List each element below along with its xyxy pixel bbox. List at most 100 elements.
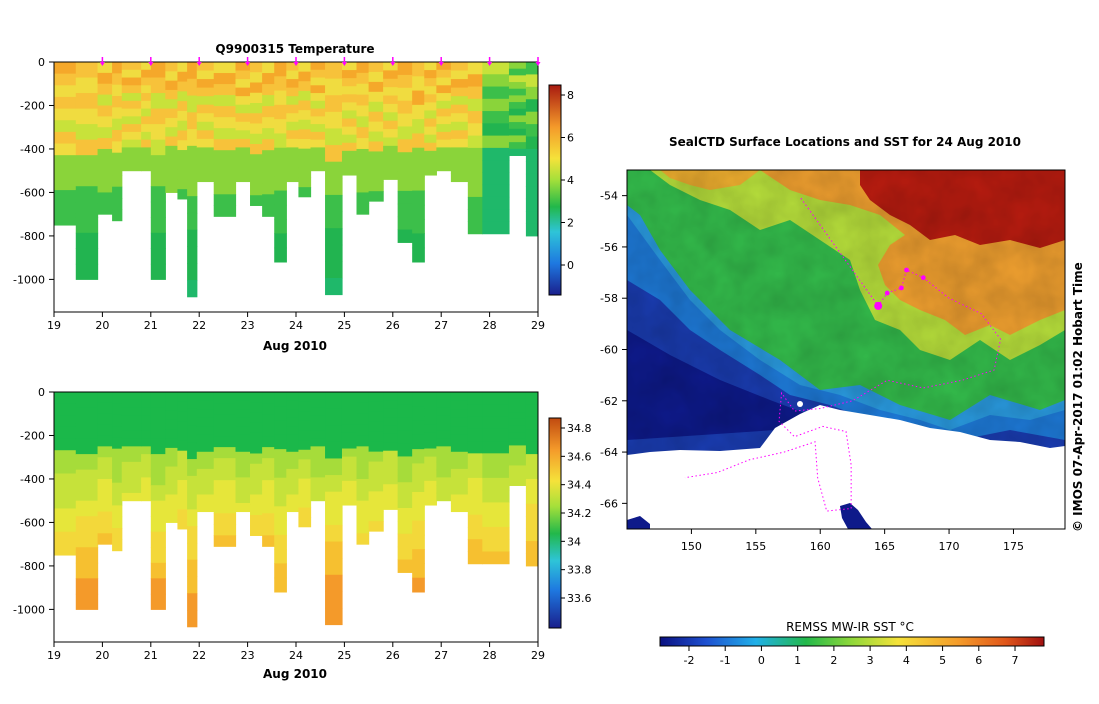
profile-cell <box>310 124 326 133</box>
profile-cell <box>250 453 263 465</box>
profile-cell <box>54 473 77 486</box>
profile-cell <box>112 494 123 506</box>
profile-cell <box>150 547 166 564</box>
profile-cell <box>467 221 483 235</box>
profile-cell <box>235 392 251 402</box>
profile-cell <box>310 62 326 71</box>
profile-cell <box>250 422 263 434</box>
profile-cell <box>424 134 437 144</box>
profile-cell <box>54 485 77 498</box>
profile-cell <box>482 526 510 540</box>
profile-cell <box>436 485 452 494</box>
profile-cell <box>165 117 179 128</box>
profile-cell <box>54 450 77 463</box>
profile-cell <box>112 62 123 74</box>
profile-cell <box>262 502 275 514</box>
profile-cell <box>141 139 152 148</box>
profile-cell <box>436 423 452 432</box>
profile-cell <box>310 108 326 117</box>
profile-cell <box>412 549 425 564</box>
temperature-x-axis: 19 20 21 22 23 24 25 26 27 28 29 <box>47 312 545 332</box>
profile-cell <box>298 139 312 150</box>
profile-cell <box>165 457 179 468</box>
profile-cell <box>356 203 370 215</box>
profile-cell <box>412 204 425 220</box>
profile-cell <box>383 78 399 88</box>
profile-cell <box>397 507 413 522</box>
profile-cell <box>54 143 77 156</box>
profile-cell <box>341 134 358 144</box>
profile-cell <box>310 430 326 440</box>
profile-cell <box>298 100 312 111</box>
profile-cell <box>298 187 312 198</box>
profile-cell <box>424 118 437 128</box>
profile-cell <box>508 458 527 466</box>
profile-cell <box>368 81 384 93</box>
profile-cell <box>450 96 469 106</box>
profile-cell <box>383 400 399 410</box>
lon-tick-label: 150 <box>681 540 702 553</box>
profile-cell <box>424 62 437 71</box>
profile-cell <box>196 400 215 410</box>
profile-cell <box>262 150 275 162</box>
profile-cell <box>250 443 263 454</box>
profile-cell <box>75 186 99 203</box>
profile-cell <box>341 456 358 466</box>
profile-cell <box>397 113 413 127</box>
profile-cell <box>412 506 425 522</box>
profile-cell <box>141 69 152 79</box>
x-tick-label: 23 <box>241 319 255 332</box>
profile-cell <box>141 461 152 471</box>
profile-cell <box>274 492 287 507</box>
profile-cell <box>196 460 215 470</box>
profile-cell <box>262 205 275 217</box>
profile-cell <box>450 62 469 72</box>
profile-cell <box>424 142 437 152</box>
profile-cell <box>177 81 188 92</box>
profile-cell <box>356 478 370 491</box>
profile-cell <box>187 62 198 80</box>
profile-cell <box>196 443 215 453</box>
colorbar-tick-label: 34.4 <box>567 479 592 492</box>
y-tick-label: -400 <box>20 143 45 156</box>
profile-cell <box>424 110 437 120</box>
profile-cell <box>121 454 142 463</box>
profile-cell <box>286 70 300 80</box>
profile-cell <box>424 400 437 409</box>
profile-cell <box>356 116 370 128</box>
profile-cell <box>543 442 544 455</box>
profile-cell <box>97 116 113 128</box>
profile-cell <box>235 409 251 419</box>
profile-cell <box>262 414 275 426</box>
profile-cell <box>213 513 237 525</box>
profile-cell <box>262 458 275 470</box>
salinity-xlabel: Aug 2010 <box>263 667 327 681</box>
profile-cell <box>467 465 483 479</box>
profile-cell <box>141 147 152 156</box>
profile-cell <box>141 415 152 424</box>
profile-cell <box>75 108 99 125</box>
profile-cell <box>250 504 263 516</box>
profile-cell <box>274 104 287 120</box>
profile-cell <box>356 72 370 85</box>
profile-cell <box>141 423 152 432</box>
profile-cell <box>187 509 198 527</box>
profile-cell <box>235 417 251 427</box>
y-tick-label: -600 <box>20 186 45 199</box>
profile-cell <box>262 513 275 525</box>
profile-cell <box>250 463 263 475</box>
profile-cell <box>383 492 399 502</box>
profile-cell <box>424 416 437 425</box>
profile-cell <box>298 411 312 422</box>
profile-cell <box>165 466 179 477</box>
profile-cell <box>177 509 188 520</box>
profile-cell <box>54 508 77 521</box>
profile-cell <box>274 506 287 522</box>
y-tick-label: -200 <box>20 429 45 442</box>
profile-cell <box>196 164 215 174</box>
surface-marker-head <box>438 62 444 66</box>
profile-cell <box>274 233 287 249</box>
profile-cell <box>356 468 370 480</box>
profile-cell <box>467 74 483 88</box>
profile-cell <box>310 77 326 86</box>
